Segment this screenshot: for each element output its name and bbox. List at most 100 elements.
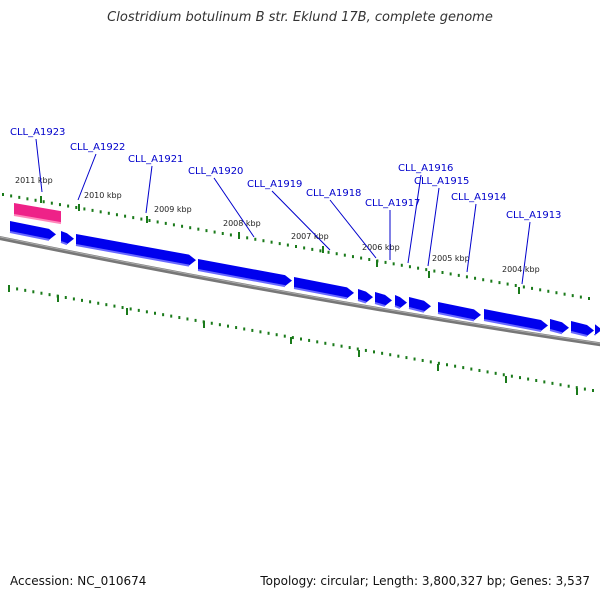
gene-label-group[interactable]: CLL_A1920 bbox=[188, 166, 255, 238]
gene-label[interactable]: CLL_A1920 bbox=[188, 166, 243, 177]
ruler-dot bbox=[89, 300, 92, 304]
ruler-dot bbox=[259, 330, 262, 334]
ruler-dot bbox=[194, 318, 197, 322]
ruler-dot bbox=[26, 197, 29, 201]
gene-label[interactable]: CLL_A1923 bbox=[10, 127, 65, 138]
gene-label[interactable]: CLL_A1913 bbox=[506, 210, 561, 221]
ruler-dot bbox=[83, 207, 86, 211]
gene-feature[interactable] bbox=[408, 297, 431, 313]
ruler-dot bbox=[213, 230, 216, 234]
ruler-dot bbox=[316, 340, 319, 344]
gene-feature[interactable] bbox=[483, 309, 548, 332]
gene-label-group[interactable]: CLL_A1918 bbox=[306, 188, 377, 259]
highlighted-feature[interactable] bbox=[13, 203, 62, 225]
gene-label[interactable]: CLL_A1922 bbox=[70, 142, 125, 153]
ruler-dot bbox=[486, 370, 489, 374]
gene-edge bbox=[75, 244, 190, 267]
ruler-dot bbox=[474, 276, 477, 280]
ruler-dot bbox=[229, 233, 232, 237]
ruler-dot bbox=[421, 358, 424, 362]
major-tick bbox=[146, 216, 148, 223]
gene-feature[interactable] bbox=[394, 295, 407, 309]
ruler-dot bbox=[368, 258, 371, 261]
gene-edge bbox=[293, 287, 348, 300]
major-tick bbox=[238, 232, 240, 239]
gene-label-group[interactable]: CLL_A1916 bbox=[398, 163, 453, 264]
ruler-dot bbox=[539, 288, 542, 292]
gene-label-group[interactable]: CLL_A1917 bbox=[365, 198, 420, 260]
ruler-dot bbox=[251, 328, 254, 332]
ruler-dot bbox=[531, 286, 534, 290]
ruler-dot bbox=[99, 210, 102, 214]
gene-body bbox=[571, 321, 594, 336]
backbone-layer bbox=[0, 235, 600, 347]
gene-feature[interactable] bbox=[60, 231, 74, 246]
major-tick bbox=[518, 287, 520, 294]
ruler-dot bbox=[592, 389, 594, 392]
gene-label[interactable]: CLL_A1916 bbox=[398, 163, 453, 174]
leader-line bbox=[466, 203, 477, 273]
gene-label-group[interactable]: CLL_A1922 bbox=[70, 142, 125, 201]
major-tick bbox=[8, 285, 10, 292]
gene-edge bbox=[549, 329, 563, 335]
ruler-dot bbox=[400, 263, 403, 267]
gene-feature[interactable] bbox=[437, 302, 481, 322]
ruler-dot bbox=[332, 343, 335, 347]
gene-label-group[interactable]: CLL_A1913 bbox=[506, 210, 561, 285]
gene-label[interactable]: CLL_A1918 bbox=[306, 188, 361, 199]
ruler-dot bbox=[124, 214, 127, 218]
gene-feature[interactable] bbox=[570, 321, 594, 337]
gene-label-group[interactable]: CLL_A1919 bbox=[247, 179, 331, 251]
gene-feature[interactable] bbox=[374, 292, 392, 307]
gene-feature[interactable] bbox=[293, 277, 354, 300]
ruler-dot bbox=[121, 306, 124, 310]
gene-label-group[interactable]: CLL_A1921 bbox=[128, 154, 183, 214]
gene-feature[interactable] bbox=[75, 234, 196, 267]
gene-feature[interactable] bbox=[197, 259, 292, 288]
ruler-dot bbox=[48, 293, 51, 297]
ruler-dot bbox=[50, 201, 53, 205]
ruler-dot bbox=[579, 295, 582, 299]
ruler-dot bbox=[514, 284, 517, 287]
gene-label-group[interactable]: CLL_A1915 bbox=[414, 176, 469, 267]
ruler-dot bbox=[97, 301, 100, 305]
ruler-dot bbox=[425, 268, 428, 272]
ruler-dot bbox=[303, 246, 306, 250]
ruler-dot bbox=[470, 367, 473, 371]
ruler-dot bbox=[283, 334, 286, 338]
gene-edge bbox=[357, 299, 367, 304]
gene-label-group[interactable]: CLL_A1923 bbox=[10, 127, 65, 193]
gene-label[interactable]: CLL_A1915 bbox=[414, 176, 469, 187]
ruler-dot bbox=[449, 272, 452, 276]
leader-line bbox=[329, 199, 377, 259]
gene-body bbox=[294, 277, 354, 299]
ruler-dot bbox=[91, 208, 94, 212]
major-tick bbox=[126, 308, 128, 315]
gene-label[interactable]: CLL_A1917 bbox=[365, 198, 420, 209]
gene-layer bbox=[9, 203, 600, 337]
tick-label: 2011 kbp bbox=[15, 176, 53, 185]
gene-body bbox=[198, 259, 292, 287]
ruler-dot bbox=[40, 291, 43, 295]
ruler-dot bbox=[58, 203, 61, 207]
ruler-dot bbox=[164, 221, 167, 225]
gene-label-group[interactable]: CLL_A1914 bbox=[451, 192, 506, 273]
ruler-dot bbox=[172, 223, 175, 227]
gene-body bbox=[14, 203, 61, 224]
gene-feature[interactable] bbox=[594, 323, 600, 336]
ruler-dot bbox=[441, 271, 444, 274]
gene-feature[interactable] bbox=[549, 319, 569, 335]
tick-label: 2004 kbp bbox=[502, 265, 540, 274]
gene-edge bbox=[374, 302, 386, 307]
ruler-dot bbox=[254, 237, 257, 241]
leader-line bbox=[427, 187, 440, 267]
gene-feature[interactable] bbox=[9, 221, 56, 241]
gene-feature[interactable] bbox=[357, 289, 373, 304]
ruler-dot bbox=[189, 226, 192, 230]
ruler-dot bbox=[300, 337, 302, 341]
gene-label[interactable]: CLL_A1919 bbox=[247, 179, 302, 190]
gene-label[interactable]: CLL_A1914 bbox=[451, 192, 506, 203]
gene-label[interactable]: CLL_A1921 bbox=[128, 154, 183, 165]
ruler-dot bbox=[482, 278, 485, 282]
gene-edge bbox=[13, 214, 62, 225]
